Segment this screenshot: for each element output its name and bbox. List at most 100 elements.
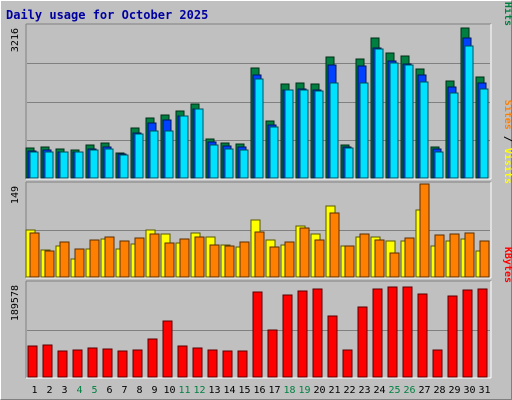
day-label-17: 17 bbox=[268, 385, 280, 396]
bar-pages-day-6 bbox=[104, 148, 114, 179]
legend-part: KBytes bbox=[502, 247, 512, 283]
chart-panels: 3216 Pages / Files / Hits 149 Sites / Visit… bbox=[10, 0, 512, 379]
day-label-24: 24 bbox=[373, 385, 385, 396]
bar-pages-day-14 bbox=[224, 148, 234, 179]
legend-part: Visits bbox=[502, 148, 512, 184]
bar-pages-day-31 bbox=[479, 88, 489, 179]
bar-sites-day-29 bbox=[449, 233, 460, 278]
bar-kbytes-day-25 bbox=[387, 286, 398, 378]
bar-kbytes-day-2 bbox=[42, 344, 53, 378]
bar-pages-day-10 bbox=[164, 130, 174, 179]
bar-pages-day-16 bbox=[254, 78, 264, 179]
day-label-18: 18 bbox=[283, 385, 295, 396]
day-label-8: 8 bbox=[136, 385, 142, 396]
day-label-10: 10 bbox=[163, 385, 175, 396]
bar-sites-day-25 bbox=[389, 252, 400, 278]
bar-pages-day-8 bbox=[134, 133, 144, 179]
y-max-label: 149 bbox=[10, 186, 21, 204]
day-label-12: 12 bbox=[193, 385, 205, 396]
bar-pages-day-9 bbox=[149, 130, 159, 179]
day-label-27: 27 bbox=[418, 385, 430, 396]
bar-pages-day-3 bbox=[59, 151, 69, 179]
bar-pages-day-7 bbox=[119, 154, 129, 179]
bar-kbytes-day-9 bbox=[147, 338, 158, 378]
legend-part: Hits bbox=[502, 2, 512, 26]
day-label-7: 7 bbox=[121, 385, 127, 396]
bar-sites-day-18 bbox=[284, 241, 295, 278]
bar-pages-day-20 bbox=[314, 90, 324, 179]
bar-sites-day-15 bbox=[239, 241, 250, 278]
day-label-15: 15 bbox=[238, 385, 250, 396]
legend-part: / bbox=[502, 0, 512, 2]
day-label-21: 21 bbox=[328, 385, 340, 396]
bar-kbytes-day-26 bbox=[402, 286, 413, 378]
day-label-20: 20 bbox=[313, 385, 325, 396]
day-label-22: 22 bbox=[343, 385, 355, 396]
bar-sites-day-16 bbox=[254, 231, 265, 278]
bar-sites-day-31 bbox=[479, 240, 490, 278]
panel-hits_files_pages: 3216 Pages / Files / Hits bbox=[10, 0, 512, 180]
day-label-9: 9 bbox=[151, 385, 157, 396]
bar-kbytes-day-23 bbox=[357, 306, 368, 378]
bar-sites-day-27 bbox=[419, 183, 430, 278]
day-label-19: 19 bbox=[298, 385, 310, 396]
day-label-25: 25 bbox=[388, 385, 400, 396]
bar-kbytes-day-3 bbox=[57, 350, 68, 378]
bar-sites-day-2 bbox=[44, 250, 55, 278]
bar-pages-day-23 bbox=[359, 82, 369, 179]
day-label-5: 5 bbox=[91, 385, 97, 396]
bar-pages-day-26 bbox=[404, 64, 414, 179]
day-label-14: 14 bbox=[223, 385, 235, 396]
bar-kbytes-day-24 bbox=[372, 288, 383, 378]
bar-kbytes-day-6 bbox=[102, 348, 113, 378]
bar-sites-day-8 bbox=[134, 237, 145, 278]
day-label-29: 29 bbox=[448, 385, 460, 396]
bar-pages-day-12 bbox=[194, 108, 204, 179]
bar-kbytes-day-31 bbox=[477, 288, 488, 378]
bar-pages-day-28 bbox=[434, 151, 444, 179]
series-legend-label: Pages / Files / Hits bbox=[502, 0, 512, 26]
series-legend-label: Sites / Visits bbox=[502, 100, 512, 184]
day-label-28: 28 bbox=[433, 385, 445, 396]
bar-kbytes-day-17 bbox=[267, 329, 278, 378]
y-max-label: 189578 bbox=[10, 285, 21, 321]
y-max-label: 3216 bbox=[10, 28, 21, 52]
bar-sites-day-14 bbox=[224, 245, 235, 278]
bar-kbytes-day-18 bbox=[282, 294, 293, 378]
day-label-1: 1 bbox=[31, 385, 37, 396]
bar-kbytes-day-21 bbox=[327, 315, 338, 378]
bar-pages-day-13 bbox=[209, 144, 219, 179]
bar-sites-day-20 bbox=[314, 239, 325, 278]
bar-pages-day-25 bbox=[389, 62, 399, 179]
series-legend-label: KBytes bbox=[502, 247, 512, 283]
bar-kbytes-day-30 bbox=[462, 289, 473, 378]
bar-sites-day-24 bbox=[374, 239, 385, 278]
bar-kbytes-day-29 bbox=[447, 295, 458, 378]
bar-sites-day-30 bbox=[464, 232, 475, 278]
bar-kbytes-day-20 bbox=[312, 288, 323, 378]
day-label-13: 13 bbox=[208, 385, 220, 396]
bar-pages-day-5 bbox=[89, 149, 99, 179]
bar-sites-day-21 bbox=[329, 212, 340, 278]
bar-kbytes-day-4 bbox=[72, 349, 83, 378]
legend-part: / bbox=[502, 130, 512, 148]
legend-part: Sites bbox=[502, 100, 512, 130]
bar-pages-day-22 bbox=[344, 147, 354, 179]
bar-sites-day-10 bbox=[164, 242, 175, 278]
bar-kbytes-day-15 bbox=[237, 350, 248, 378]
bar-sites-day-19 bbox=[299, 227, 310, 278]
panel-visits_sites: 149 Sites / Visits bbox=[10, 100, 512, 279]
bar-pages-day-21 bbox=[329, 82, 339, 179]
bar-kbytes-day-28 bbox=[432, 349, 443, 378]
bar-sites-day-7 bbox=[119, 240, 130, 278]
bar-kbytes-day-5 bbox=[87, 347, 98, 378]
bar-pages-day-17 bbox=[269, 126, 279, 179]
bar-sites-day-5 bbox=[89, 239, 100, 278]
bar-kbytes-day-10 bbox=[162, 320, 173, 378]
bar-pages-day-4 bbox=[74, 151, 84, 179]
bar-kbytes-day-22 bbox=[342, 349, 353, 378]
bar-pages-day-30 bbox=[464, 45, 474, 179]
bar-pages-day-11 bbox=[179, 115, 189, 179]
bar-pages-day-1 bbox=[29, 151, 39, 179]
